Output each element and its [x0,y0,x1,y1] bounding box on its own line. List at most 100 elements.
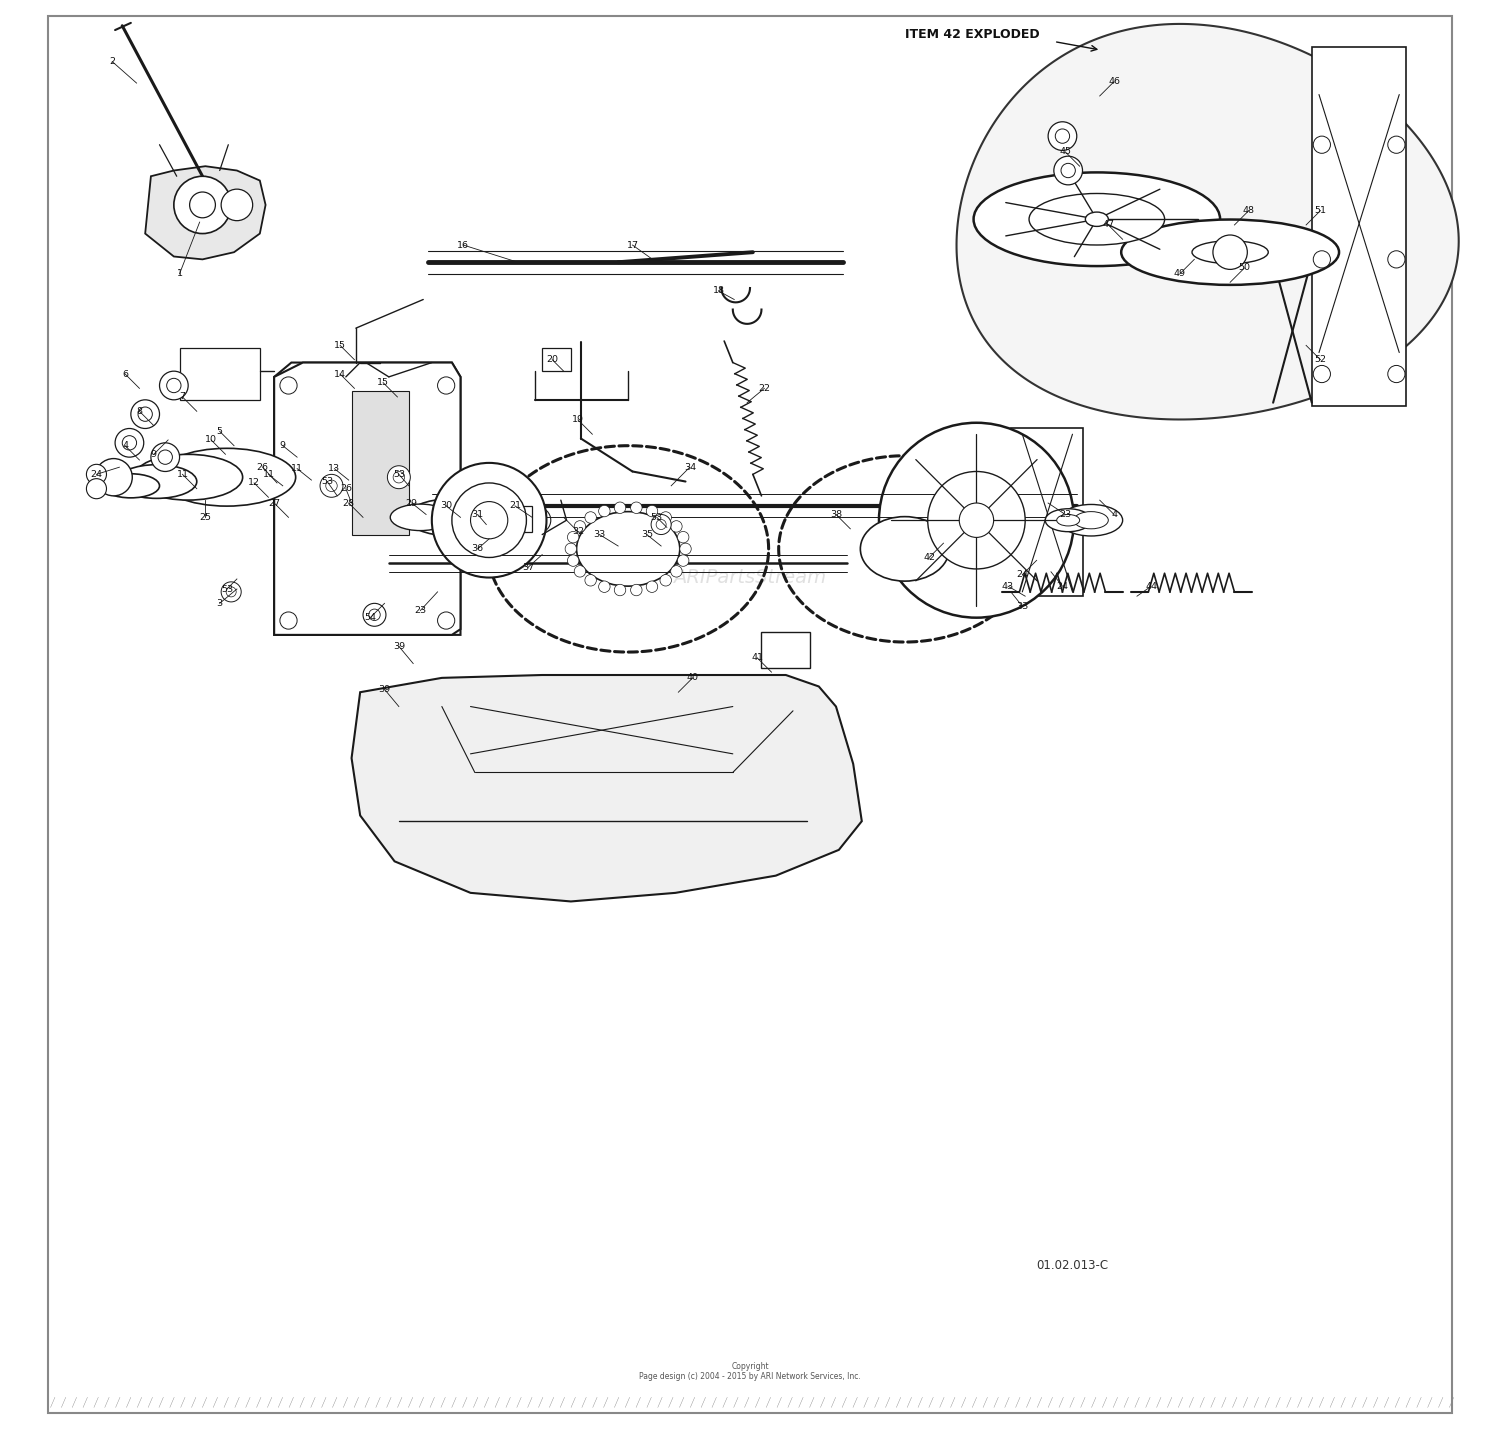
Text: 24: 24 [1017,570,1029,579]
Circle shape [1048,122,1077,151]
Text: 24: 24 [90,470,102,478]
Text: 24: 24 [1056,582,1068,590]
Circle shape [174,177,231,234]
Circle shape [438,376,454,393]
Circle shape [94,458,132,495]
Text: 53: 53 [651,513,663,521]
Text: 39: 39 [393,642,405,651]
Circle shape [1054,157,1083,185]
Circle shape [525,507,550,533]
Circle shape [651,514,670,534]
Circle shape [660,574,672,586]
Circle shape [158,449,172,464]
Circle shape [660,511,672,523]
Text: 16: 16 [458,241,470,250]
Circle shape [598,582,610,593]
Text: 26: 26 [340,484,352,493]
Circle shape [927,471,1024,569]
Text: 22: 22 [759,383,771,393]
Text: 21: 21 [509,501,520,510]
Circle shape [678,531,688,543]
Polygon shape [274,362,460,635]
Circle shape [670,521,682,533]
Text: 46: 46 [1108,78,1120,86]
Text: 47: 47 [1102,221,1114,230]
Text: 40: 40 [687,673,699,682]
Text: Copyright
Page design (c) 2004 - 2015 by ARI Network Services, Inc.: Copyright Page design (c) 2004 - 2015 by… [639,1361,861,1381]
Text: 43: 43 [1002,582,1014,590]
Circle shape [387,465,411,488]
Text: 15: 15 [334,340,346,350]
Text: 15: 15 [376,378,388,388]
Circle shape [630,584,642,596]
Circle shape [166,378,182,392]
Text: 9: 9 [152,449,157,458]
Text: 13: 13 [328,464,340,472]
Polygon shape [351,391,410,534]
Text: 44: 44 [1146,582,1158,590]
Text: 35: 35 [640,530,652,538]
Circle shape [1388,251,1406,269]
Text: 41: 41 [752,653,764,662]
Polygon shape [351,675,862,902]
Ellipse shape [158,448,296,505]
Text: 26: 26 [256,462,268,471]
Text: 2: 2 [110,57,116,66]
Text: 49: 49 [1174,269,1186,279]
Circle shape [879,422,1074,617]
Text: 29: 29 [406,498,418,507]
Circle shape [615,503,626,514]
Circle shape [646,505,657,517]
Circle shape [87,478,106,498]
FancyBboxPatch shape [48,16,1452,1413]
Text: 42: 42 [922,553,934,561]
Text: 28: 28 [342,498,354,507]
Text: 50: 50 [1239,263,1251,273]
Polygon shape [180,348,260,399]
Text: 34: 34 [684,462,696,471]
Circle shape [574,521,585,533]
Circle shape [1314,365,1330,382]
Circle shape [116,428,144,457]
Text: 4: 4 [1112,510,1118,518]
Circle shape [585,511,597,523]
Circle shape [159,370,188,399]
Text: 48: 48 [1244,207,1256,215]
Ellipse shape [576,511,680,586]
Circle shape [1314,136,1330,154]
Text: 23: 23 [1059,510,1071,518]
Circle shape [598,505,610,517]
Circle shape [438,612,454,629]
Text: 38: 38 [830,510,842,518]
Text: 53: 53 [393,470,405,478]
Circle shape [130,399,159,428]
Text: 19: 19 [572,415,584,425]
Circle shape [393,471,405,482]
Ellipse shape [1086,213,1108,227]
Circle shape [1314,251,1330,269]
Ellipse shape [861,517,950,582]
Text: 37: 37 [522,563,534,572]
Circle shape [471,501,509,538]
Circle shape [1388,136,1406,154]
Text: 54: 54 [364,613,376,622]
Text: 11: 11 [291,464,303,472]
Text: 45: 45 [1059,148,1071,157]
Ellipse shape [390,504,450,530]
Circle shape [122,435,136,449]
Circle shape [566,543,576,554]
Text: 01.02.013-C: 01.02.013-C [1036,1259,1108,1272]
Circle shape [87,464,106,484]
Text: ITEM 42 EXPLODED: ITEM 42 EXPLODED [904,27,1040,40]
Ellipse shape [1059,504,1122,536]
Text: 7: 7 [180,392,186,402]
Text: 33: 33 [1016,602,1029,610]
Text: 31: 31 [471,510,484,518]
Text: 51: 51 [1314,207,1326,215]
Ellipse shape [974,172,1220,266]
Circle shape [363,603,386,626]
Text: 4: 4 [122,441,128,451]
Text: 33: 33 [594,530,606,538]
Ellipse shape [408,500,491,536]
Polygon shape [762,632,810,668]
